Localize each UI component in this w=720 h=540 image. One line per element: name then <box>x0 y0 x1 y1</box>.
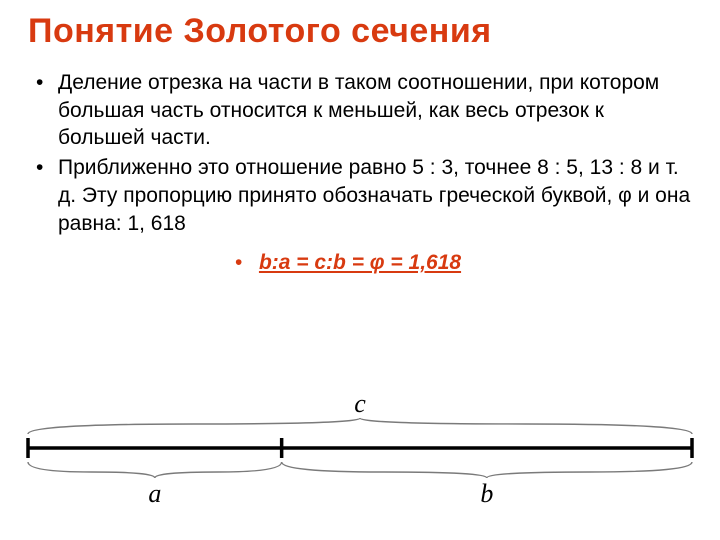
bullet-item: Приближенно это отношение равно 5 : 3, т… <box>34 154 692 237</box>
label-b: b <box>480 479 493 508</box>
label-c: c <box>354 390 366 418</box>
formula-row: b:a = c:b = φ = 1,618 <box>28 251 692 275</box>
page-title: Понятие Золотого сечения <box>28 12 692 51</box>
golden-ratio-diagram: c a b <box>24 390 696 530</box>
brace <box>282 462 692 478</box>
label-a: a <box>148 479 161 508</box>
diagram-svg: c a b <box>24 390 696 530</box>
bullet-list: Деление отрезка на части в таком соотнош… <box>34 69 692 237</box>
brace <box>28 418 692 434</box>
formula-text: b:a = c:b = φ = 1,618 <box>259 251 461 275</box>
bullet-item: Деление отрезка на части в таком соотнош… <box>34 69 692 152</box>
brace <box>28 462 282 478</box>
